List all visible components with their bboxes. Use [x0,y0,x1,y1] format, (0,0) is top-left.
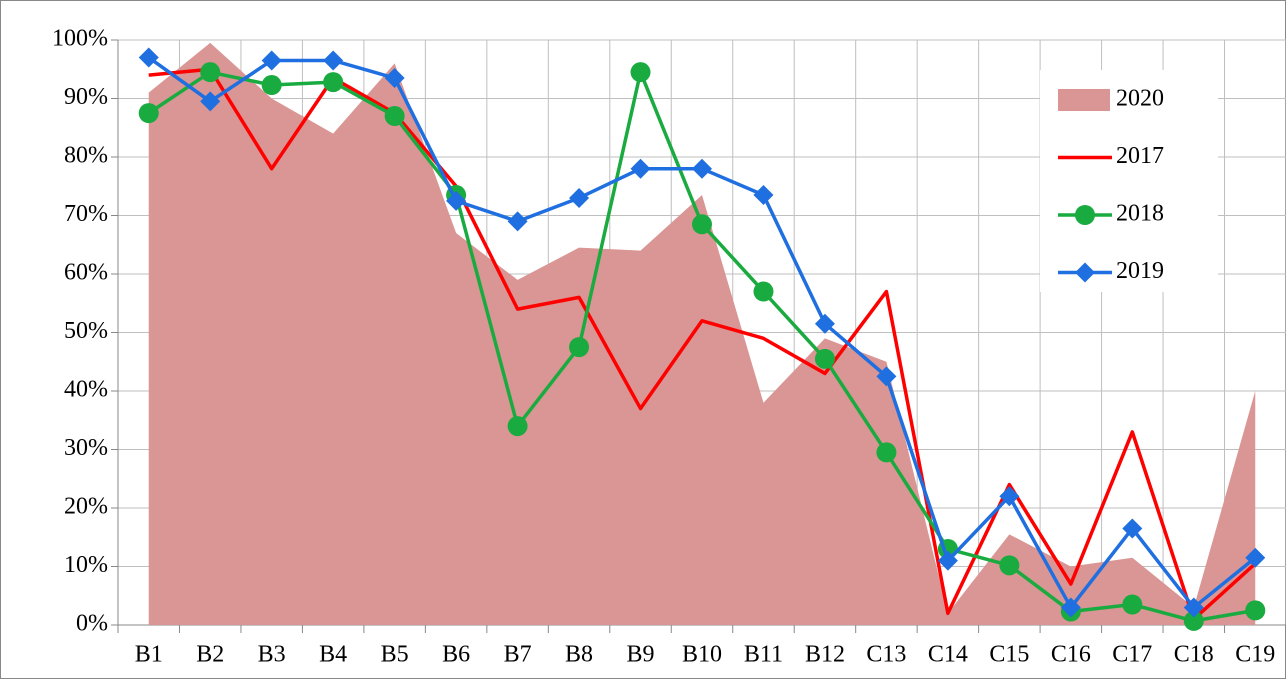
marker [753,281,774,302]
x-tick-label: B2 [196,642,224,668]
x-tick-label: B5 [381,642,409,668]
marker [261,50,282,71]
marker [200,91,221,112]
marker [937,550,958,571]
x-tick-label: B7 [504,642,532,668]
marker [814,348,835,369]
marker [1245,547,1266,568]
y-tick-label: 100% [52,26,108,52]
legend-label: 2020 [1116,86,1164,112]
y-tick-label: 90% [64,84,108,110]
x-tick-label: B9 [627,642,655,668]
x-tick-label: B4 [319,642,347,668]
x-tick-label: C15 [989,642,1029,668]
x-tick-label: B1 [135,642,163,668]
marker [569,187,590,208]
x-tick-label: C18 [1174,642,1214,668]
x-tick-label: B10 [682,642,722,668]
x-tick-label: B12 [805,642,845,668]
legend-label: 2019 [1116,258,1164,284]
marker [814,313,835,334]
x-tick-label: C13 [866,642,906,668]
marker [876,366,897,387]
x-tick-label: B8 [565,642,593,668]
marker [323,72,344,93]
x-tick-label: C14 [928,642,968,668]
marker [1183,597,1204,618]
marker [446,190,467,211]
legend-label: 2018 [1116,201,1164,227]
marker [1122,518,1143,539]
marker [1183,610,1204,631]
marker [569,337,590,358]
marker [753,185,774,206]
marker [1075,262,1095,283]
marker [200,62,221,83]
marker [261,75,282,96]
marker [507,211,528,232]
y-tick-label: 80% [64,143,108,169]
marker [999,486,1020,507]
x-tick-label: C16 [1051,642,1091,668]
y-tick-label: 50% [64,318,108,344]
y-tick-label: 30% [64,435,108,461]
marker [692,158,712,179]
y-tick-label: 40% [64,377,108,403]
marker [692,214,712,235]
marker [1060,597,1081,618]
marker [999,555,1020,576]
y-tick-label: 60% [64,260,108,286]
marker [323,50,344,71]
marker [138,47,159,68]
y-tick-label: 10% [64,552,108,578]
y-tick-label: 20% [64,494,108,520]
marker [1075,205,1095,225]
marker [876,442,897,463]
marker [384,68,405,89]
x-tick-label: B11 [744,642,783,668]
marker [138,103,159,124]
legend-swatch [1058,89,1110,111]
x-tick-label: B6 [442,642,470,668]
y-tick-label: 0% [76,611,108,637]
x-tick-label: C19 [1235,642,1275,668]
x-tick-label: B3 [258,642,286,668]
marker [507,416,528,437]
marker [1122,594,1143,615]
marker [630,62,651,83]
x-tick-label: C17 [1112,642,1152,668]
y-tick-label: 70% [64,201,108,227]
marker [384,106,405,127]
legend-label: 2017 [1116,143,1164,169]
marker [1245,600,1266,621]
marker [630,158,651,179]
area [148,42,1256,626]
